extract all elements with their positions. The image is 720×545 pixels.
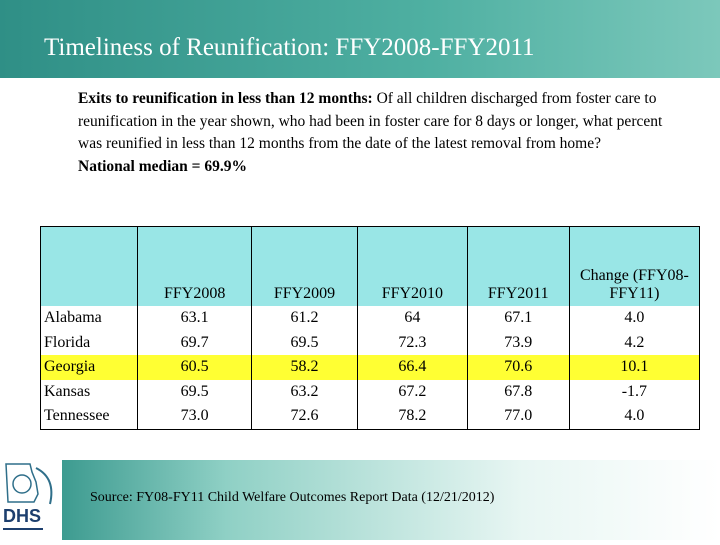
logo-area: DHS [0,460,62,540]
cell: 67.2 [356,379,468,404]
cell: 72.6 [251,404,358,430]
cell: 4.2 [568,330,701,355]
row-label: Georgia [39,355,139,380]
intro-lead: Exits to reunification in less than 12 m… [78,90,373,107]
corner-cell [39,226,139,306]
national-median: National median = 69.9% [78,157,248,175]
cell: 66.4 [356,355,468,380]
cell: 69.5 [137,379,253,404]
cell: 73.0 [137,404,253,430]
table-row: Kansas 69.5 63.2 67.2 67.8 -1.7 [39,379,701,404]
column-header: FFY2008 [137,226,253,306]
cell: 69.5 [251,330,358,355]
cell: 4.0 [568,404,701,430]
cell: 67.8 [466,379,570,404]
cell: 4.0 [568,306,701,331]
logo-seal [12,474,32,494]
cell: 69.7 [137,330,253,355]
cell: 10.1 [568,355,701,380]
row-label: Alabama [39,306,139,331]
logo: DHS [3,463,53,530]
table-row: Tennessee 73.0 72.6 78.2 77.0 4.0 [39,404,701,430]
cell: 63.1 [137,306,253,331]
table-row: Florida 69.7 69.5 72.3 73.9 4.2 [39,330,701,355]
row-label: Kansas [39,379,139,404]
cell: 70.6 [466,355,570,380]
cell: 77.0 [466,404,570,430]
intro: Exits to reunification in less than 12 m… [78,88,668,178]
row-label: Tennessee [39,404,139,430]
table-row: Alabama 63.1 61.2 64 67.1 4.0 [39,306,701,331]
header-row: FFY2008 FFY2009 FFY2010 FFY2011 Change (FFY0… [39,226,701,306]
source: Source: FY08-FY11 Child Welfare Outcomes… [90,490,495,505]
logo-state-shape [5,463,39,503]
cell: 72.3 [356,330,468,355]
title: Timeliness of Reunification: FFY2008-FFY… [44,34,535,61]
cell: 67.1 [466,306,570,331]
cell: 63.2 [251,379,358,404]
title-bar: Timeliness of Reunification: FFY2008-FFY… [0,0,720,78]
cell: 78.2 [356,404,468,430]
cell: -1.7 [568,379,701,404]
cell: 61.2 [251,306,358,331]
cell: 60.5 [137,355,253,380]
intro-text: Of all children discharged from foster c… [78,90,663,152]
cell: 73.9 [466,330,570,355]
column-header: FFY2009 [251,226,358,306]
column-header: Change (FFY08-FFY11) [568,226,701,306]
cell: 58.2 [251,355,358,380]
column-header: FFY2010 [356,226,468,306]
cell: 64 [356,306,468,331]
column-header: FFY2011 [466,226,570,306]
data-table: FFY2008 FFY2009 FFY2010 FFY2011 Change (FFY0… [39,226,701,430]
logo-text: DHS [3,506,41,526]
footer-band [62,460,720,540]
logo-arc [35,467,53,505]
logo-underline [3,528,43,530]
table-row: Georgia 60.5 58.2 66.4 70.6 10.1 [39,355,701,380]
row-label: Florida [39,330,139,355]
